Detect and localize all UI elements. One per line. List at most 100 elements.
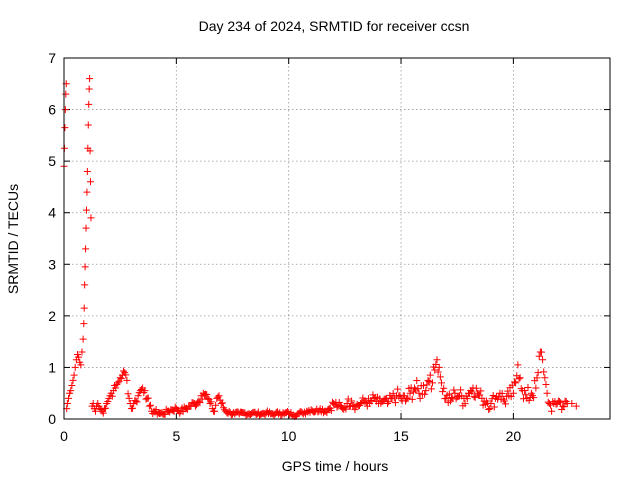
data-point-fill <box>133 398 141 406</box>
data-point-fill <box>362 398 370 406</box>
data-point-fill <box>425 378 433 386</box>
data-point <box>215 392 223 400</box>
data-point-fill <box>124 390 132 398</box>
data-point <box>534 369 542 377</box>
plot-frame <box>63 57 611 420</box>
data-point <box>451 389 459 397</box>
data-point-fill <box>470 393 478 401</box>
y-tick-label: 1 <box>48 359 56 375</box>
data-point <box>145 402 153 410</box>
data-point <box>211 407 219 415</box>
data-point-fill <box>335 399 343 407</box>
data-point <box>514 361 522 369</box>
data-point <box>85 100 93 108</box>
data-point <box>572 402 580 410</box>
data-point <box>86 147 94 155</box>
data-point-fill <box>129 404 137 412</box>
data-point-fill <box>540 368 548 376</box>
data-point-fill <box>212 401 220 409</box>
data-point-fill <box>394 385 402 393</box>
data-point-fill <box>448 393 456 401</box>
x-tick-label: 15 <box>393 428 409 444</box>
data-point <box>512 379 520 387</box>
data-point <box>82 245 90 253</box>
x-axis-label: GPS time / hours <box>282 458 389 474</box>
data-point-fill <box>502 400 510 408</box>
data-point-fill <box>147 401 155 409</box>
data-point-fill <box>391 399 399 407</box>
data-point <box>69 376 77 384</box>
data-point <box>415 389 423 397</box>
data-point <box>500 397 508 405</box>
data-point-fill <box>457 386 465 394</box>
y-tick-label: 6 <box>48 102 56 118</box>
data-point <box>61 106 69 114</box>
data-point-fill <box>525 396 533 404</box>
data-point <box>80 304 88 312</box>
data-point <box>509 389 517 397</box>
data-point <box>83 167 91 175</box>
data-point-fill <box>144 394 152 402</box>
data-point-fill <box>461 400 469 408</box>
data-point <box>487 400 495 408</box>
data-point-fill <box>323 409 331 417</box>
data-point-fill <box>414 385 422 393</box>
data-point-fill <box>485 405 493 413</box>
data-point-fill <box>535 352 543 360</box>
data-point <box>78 348 86 356</box>
data-point-fill <box>450 386 458 394</box>
data-point-fill <box>542 381 550 389</box>
data-point-fill <box>522 391 530 399</box>
data-point <box>204 394 212 402</box>
data-point-fill <box>122 371 130 379</box>
data-point <box>406 389 414 397</box>
data-point <box>112 384 120 392</box>
data-point <box>422 387 430 395</box>
data-point <box>516 374 524 382</box>
data-point-fill <box>521 386 529 394</box>
data-point <box>81 263 89 271</box>
data-point <box>85 85 93 93</box>
x-tick-label: 5 <box>172 428 180 444</box>
y-tick-label: 0 <box>48 411 56 427</box>
data-point-fill <box>511 378 519 386</box>
data-point-fill <box>413 377 421 385</box>
data-point-fill <box>472 384 480 392</box>
data-point <box>134 392 142 400</box>
data-point-fill <box>440 384 448 392</box>
data-point <box>62 90 70 98</box>
data-point-fill <box>97 405 105 413</box>
chart-title: Day 234 of 2024, SRMTID for receiver ccs… <box>199 18 470 34</box>
data-point <box>435 363 443 371</box>
data-point-fill <box>486 405 494 413</box>
y-tick-label: 4 <box>48 205 56 221</box>
data-point <box>63 400 71 408</box>
data-point-fill <box>421 390 429 398</box>
data-point-fill <box>477 387 485 395</box>
data-point <box>437 379 445 387</box>
data-point-fill <box>341 403 349 411</box>
data-point-fill <box>463 395 471 403</box>
data-point <box>217 400 225 408</box>
data-point <box>132 397 140 405</box>
data-point <box>141 387 149 395</box>
data-point <box>123 376 131 384</box>
data-point <box>82 206 90 214</box>
y-tick-labels: 0 1 2 3 4 5 6 7 <box>48 50 56 427</box>
data-point-fill <box>498 389 506 397</box>
data-point <box>559 402 567 410</box>
data-point <box>61 124 69 132</box>
data-point <box>75 353 83 361</box>
data-point-fill <box>436 373 444 381</box>
data-point <box>442 394 450 402</box>
data-point-fill <box>207 398 215 406</box>
data-point <box>84 121 92 129</box>
data-point <box>543 389 551 397</box>
data-point <box>86 75 94 83</box>
y-tick-label: 5 <box>48 153 56 169</box>
data-point-fill <box>434 368 442 376</box>
data-point <box>568 400 576 408</box>
data-point-fill <box>560 403 568 411</box>
data-point-fill <box>427 385 435 393</box>
